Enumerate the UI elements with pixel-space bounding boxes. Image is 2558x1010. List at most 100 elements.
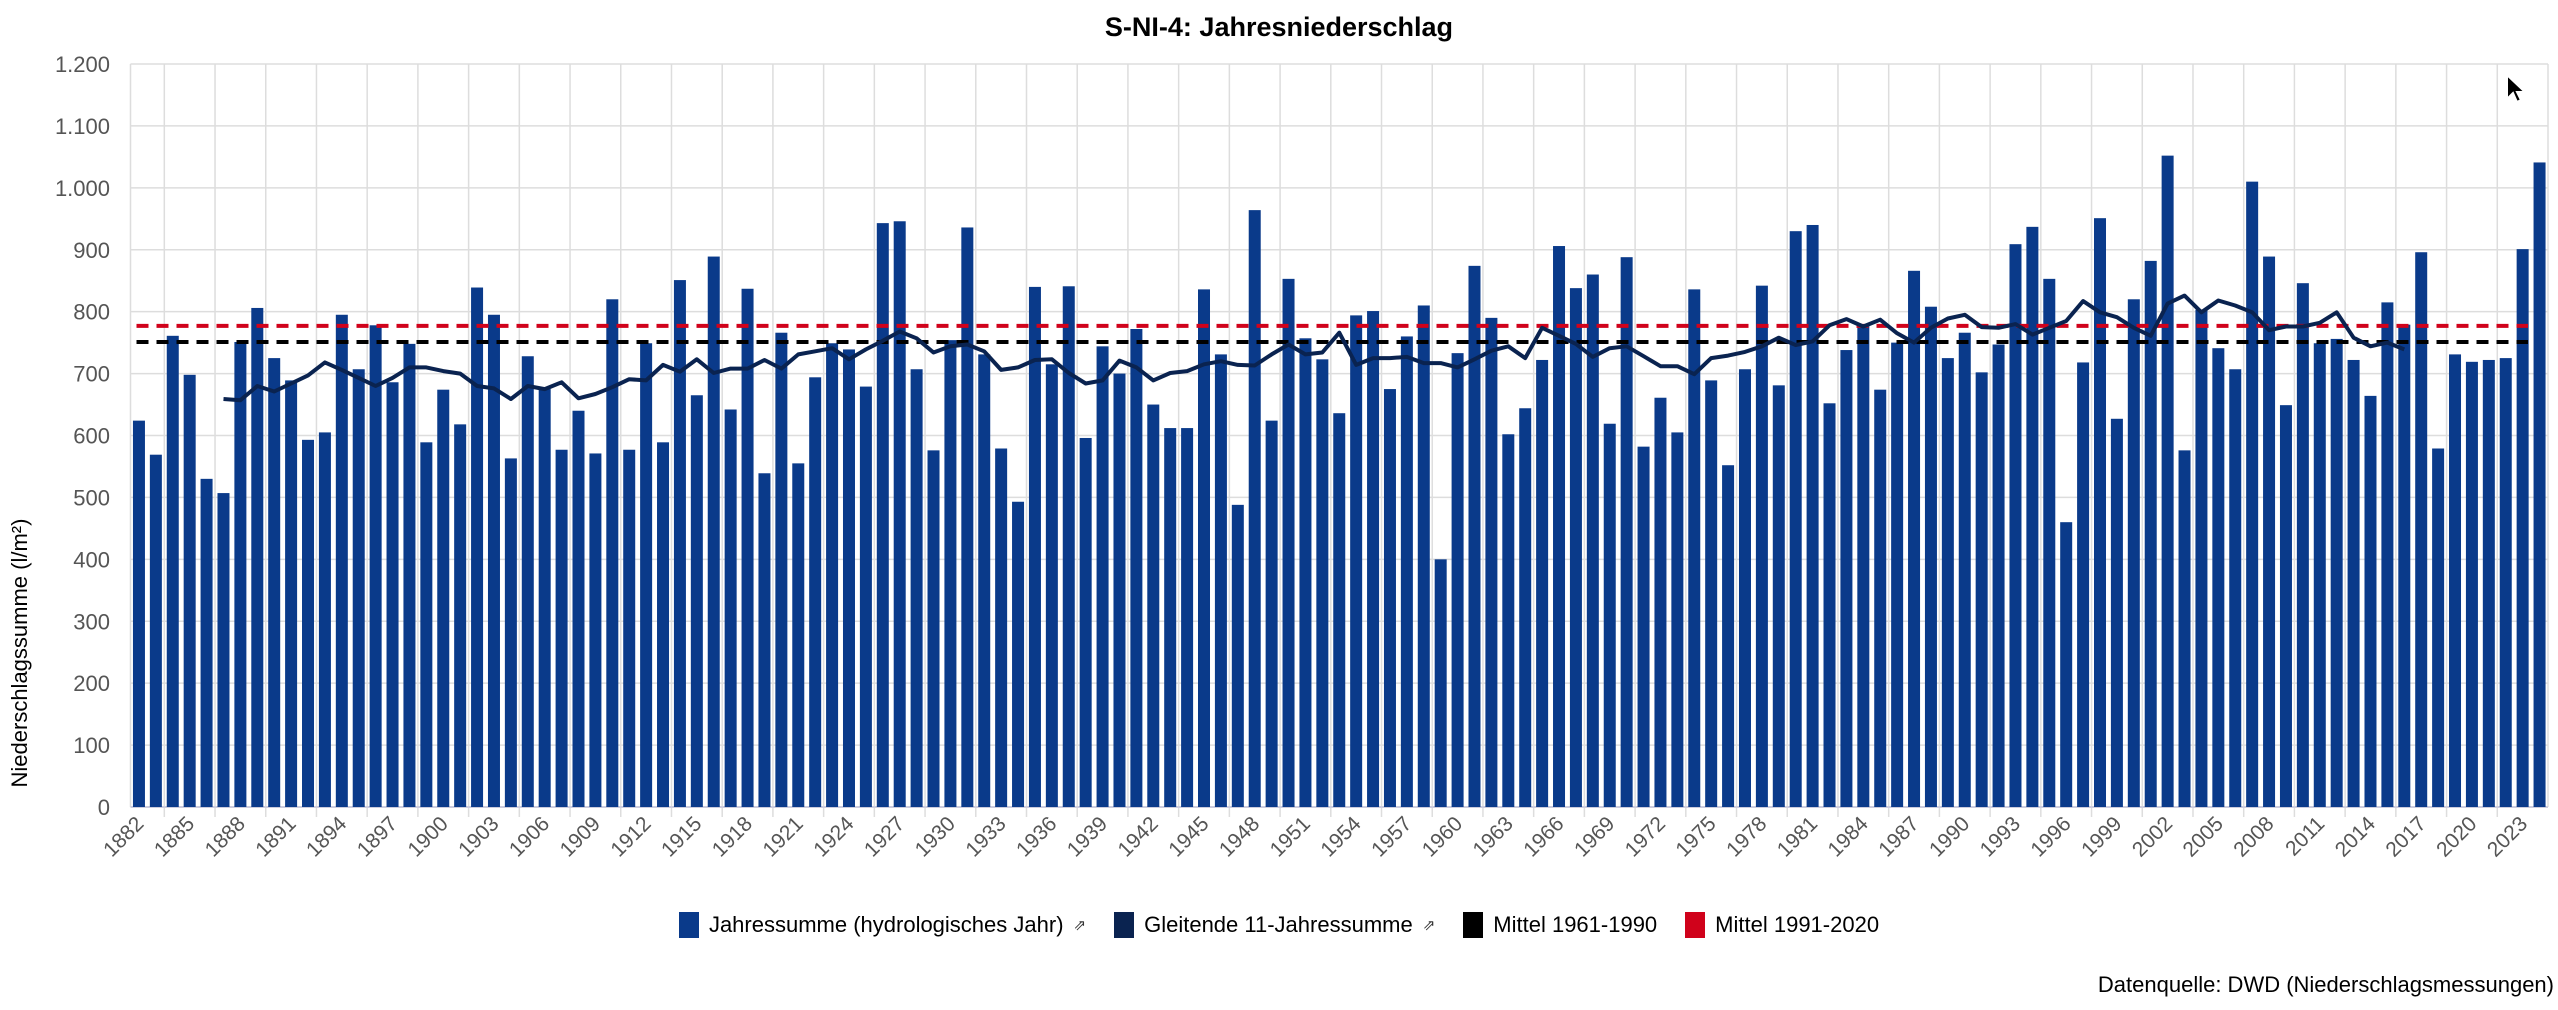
bar <box>234 342 247 807</box>
bar <box>2161 155 2174 808</box>
legend-item-gleitende[interactable]: Gleitende 11-Jahressumme ⇗ <box>1114 912 1435 938</box>
x-tick-label: 1981 <box>1773 812 1822 861</box>
bar <box>437 389 450 807</box>
x-tick-label: 1924 <box>809 812 859 862</box>
bar <box>978 354 991 807</box>
bar <box>640 343 653 807</box>
bar <box>809 377 822 807</box>
bar <box>2398 324 2411 807</box>
legend-label: Mittel 1991-2020 <box>1715 912 1880 937</box>
bars-series <box>132 155 2546 808</box>
bar <box>302 439 315 807</box>
bar <box>1282 278 1295 807</box>
bar <box>1705 380 1718 807</box>
legend-swatch <box>1114 912 1135 938</box>
bar <box>335 314 348 807</box>
y-tick-label: 1.200 <box>55 52 110 77</box>
bar <box>538 389 551 807</box>
x-tick-label: 1966 <box>1519 812 1568 861</box>
bar <box>1958 332 1971 807</box>
bar <box>1231 504 1244 807</box>
bar <box>200 478 213 807</box>
bar <box>1569 288 1582 808</box>
bar <box>2026 226 2039 808</box>
bar <box>268 358 281 807</box>
legend-label: Gleitende 11-Jahressumme <box>1144 912 1413 937</box>
bar <box>1265 420 1278 807</box>
bar <box>758 473 771 807</box>
x-tick-label: 1903 <box>454 812 503 861</box>
x-tick-label: 1969 <box>1570 812 1619 861</box>
x-tick-label: 1909 <box>556 812 605 861</box>
bar <box>1147 404 1160 807</box>
bar <box>1164 428 1177 807</box>
x-tick-label: 1939 <box>1063 812 1112 861</box>
x-tick-label: 1915 <box>657 812 706 861</box>
bar <box>1908 270 1921 808</box>
bar <box>707 256 720 808</box>
x-tick-label: 1951 <box>1266 812 1315 861</box>
bar <box>251 307 264 807</box>
y-tick-label: 400 <box>73 547 110 572</box>
bar <box>2077 362 2090 807</box>
bar <box>166 335 179 807</box>
bar <box>1620 257 1633 807</box>
x-tick-label: 2020 <box>2432 812 2481 861</box>
y-tick-label: 900 <box>73 238 110 263</box>
bar <box>741 288 754 807</box>
x-tick-label: 1954 <box>1316 812 1366 862</box>
bar <box>1840 350 1853 807</box>
legend-label: Jahressumme (hydrologisches Jahr) <box>708 912 1064 937</box>
x-tick-label: 1960 <box>1418 812 1467 861</box>
bar <box>1806 224 1819 807</box>
x-tick-label: 1945 <box>1164 812 1213 861</box>
bar <box>1772 385 1785 807</box>
x-tick-label: 1987 <box>1874 812 1923 861</box>
bar <box>1383 389 1396 807</box>
bar <box>285 380 298 807</box>
x-tick-label: 2005 <box>2179 812 2228 861</box>
x-tick-label: 1948 <box>1215 812 1264 861</box>
y-axis-ticks: 0 100 200 300 400 500 600 700 800 900 1.000 1.100 1.… <box>55 52 110 820</box>
x-tick-label: 1888 <box>201 812 250 861</box>
bar <box>1823 403 1836 807</box>
bar <box>1198 289 1211 807</box>
bar <box>1992 344 2005 807</box>
bar <box>2178 450 2191 807</box>
bar <box>1722 465 1735 807</box>
bar <box>1079 437 1092 807</box>
external-link-icon[interactable]: ⇗ <box>1422 917 1436 934</box>
x-tick-label: 1978 <box>1722 812 1771 861</box>
bar <box>690 395 703 807</box>
x-tick-label: 1891 <box>251 812 300 861</box>
bar <box>1214 354 1227 807</box>
bar <box>2499 358 2512 807</box>
bar <box>403 343 416 807</box>
legend-item-jahressumme[interactable]: Jahressumme (hydrologisches Jahr) ⇗ <box>678 912 1087 938</box>
bar <box>1502 434 1515 807</box>
y-tick-label: 800 <box>73 300 110 325</box>
x-tick-label: 1897 <box>353 812 402 861</box>
bar <box>1857 325 1870 807</box>
bar <box>1603 423 1616 807</box>
x-tick-label: 1900 <box>403 812 452 861</box>
x-tick-label: 1885 <box>150 812 199 861</box>
bar <box>2212 348 2225 807</box>
bar <box>1248 210 1261 807</box>
bar <box>2482 359 2495 807</box>
bar <box>623 449 636 807</box>
legend-item-mittel-1961-1990[interactable]: Mittel 1961-1990 <box>1463 912 1657 938</box>
legend-item-mittel-1991-2020[interactable]: Mittel 1991-2020 <box>1685 912 1879 938</box>
moving-average-series <box>223 293 2406 403</box>
bar <box>1924 306 1937 807</box>
external-link-icon[interactable]: ⇗ <box>1073 917 1087 934</box>
bar <box>1350 315 1363 807</box>
bar <box>217 493 230 807</box>
bar <box>2195 309 2208 807</box>
bar <box>1096 346 1109 807</box>
bar <box>1536 359 1549 807</box>
bar <box>995 448 1008 807</box>
bar <box>944 340 957 807</box>
x-tick-label: 1894 <box>302 812 352 862</box>
bar <box>2347 359 2360 807</box>
